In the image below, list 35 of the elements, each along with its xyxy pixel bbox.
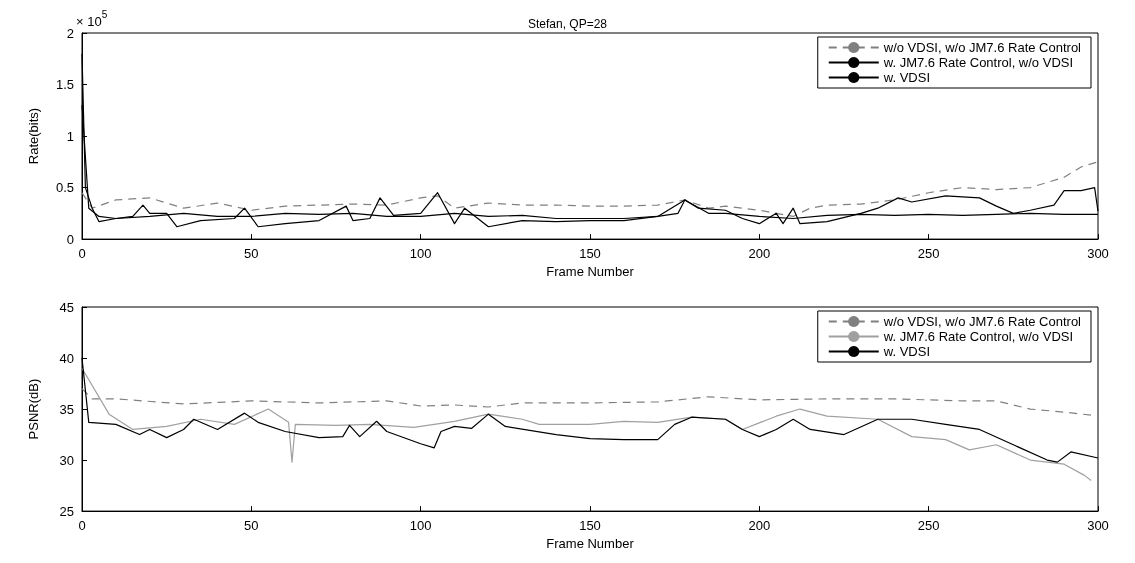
legend-label: w. JM7.6 Rate Control, w/o VDSI: [882, 329, 1074, 344]
x-axis-title: Frame Number: [546, 264, 635, 279]
x-tick-label: 200: [748, 246, 771, 262]
x-axis-title: Frame Number: [546, 536, 635, 551]
y-tick-label: 30: [59, 452, 74, 468]
y-tick-label: 45: [59, 299, 74, 315]
x-tick-label: 150: [579, 246, 601, 262]
y-tick-label: 25: [59, 503, 74, 519]
y-tick-label: 1.5: [55, 77, 74, 93]
x-tick-label: 250: [917, 246, 940, 262]
chart-title: Stefan, QP=28: [527, 17, 608, 31]
y-tick-label: 35: [59, 401, 74, 417]
legend-label: w/o VDSI, w/o JM7.6 Rate Control: [882, 40, 1082, 55]
y-tick-label: 1: [66, 128, 74, 144]
y-axis-title: Rate(bits): [26, 107, 41, 165]
x-tick-label: 100: [409, 518, 432, 534]
legend-label: w. VDSI: [882, 70, 931, 85]
legend-label: w. VDSI: [882, 344, 931, 359]
x-tick-label: 50: [244, 518, 259, 534]
y-tick-label: 0: [66, 231, 74, 247]
legend-label: w/o VDSI, w/o JM7.6 Rate Control: [882, 314, 1082, 329]
x-tick-label: 0: [78, 518, 86, 534]
x-tick-label: 300: [1087, 518, 1109, 534]
x-tick-label: 0: [78, 246, 86, 262]
x-tick-label: 250: [917, 518, 940, 534]
y-axis-title: PSNR(dB): [26, 378, 41, 440]
legend-label: w. JM7.6 Rate Control, w/o VDSI: [882, 55, 1074, 70]
y-tick-label: 40: [59, 350, 74, 366]
x-tick-label: 100: [409, 246, 432, 262]
x-tick-label: 300: [1087, 246, 1109, 262]
x-tick-label: 150: [579, 518, 601, 534]
y-tick-label: 0.5: [55, 180, 74, 196]
x-tick-label: 50: [244, 246, 259, 262]
y-tick-label: 2: [66, 25, 74, 41]
x-tick-label: 200: [748, 518, 771, 534]
